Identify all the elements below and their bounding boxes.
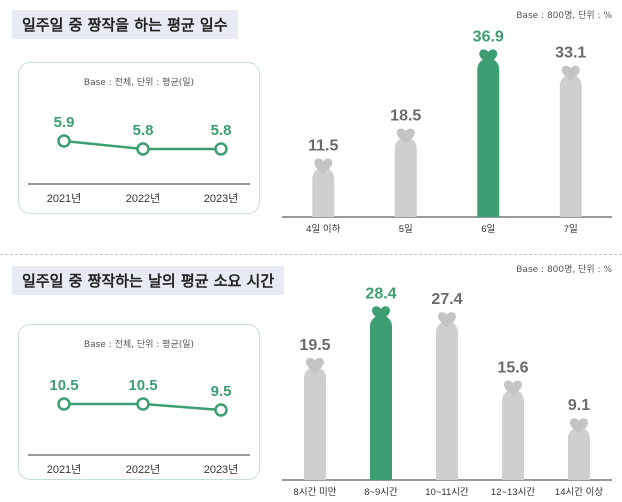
- s1-line-point-1: [57, 134, 71, 148]
- s2-line-x-tick-3: 2023년: [204, 463, 239, 476]
- s2-bar-heart-icon-5: [570, 418, 588, 434]
- section1-base-note: Base : 800명, 단위 : %: [516, 11, 612, 21]
- section1-title: 일주일 중 짱작을 하는 평균 일수: [12, 10, 238, 39]
- section2-title: 일주일 중 짱작하는 날의 평균 소요 시간: [12, 266, 285, 295]
- s2-bar-heart-icon-1: [306, 357, 324, 374]
- section-divider: [0, 254, 622, 255]
- s1-bar-heart-icon-4: [561, 65, 580, 81]
- s1-bar-x-tick-4: 7일: [564, 224, 578, 235]
- s2-line-point-2: [136, 397, 150, 411]
- s2-bar-bar-1: [304, 366, 326, 480]
- s1-line-x-tick-1: 2021년: [47, 192, 82, 205]
- s1-bar-value-label-2: 18.5: [390, 107, 421, 124]
- s2-bar-x-tick-3: 10~11시간: [425, 487, 469, 498]
- s2-bar-value-label-2: 28.4: [365, 285, 396, 302]
- s1-line-point-3: [214, 142, 228, 156]
- s2-bar-heart-icon-4: [504, 380, 522, 396]
- s1-line-x-tick-2: 2022년: [126, 192, 161, 205]
- s2-line-point-1: [57, 397, 71, 411]
- section1-line-chart: 5.9 2021년 5.8 2022년 5.8 2023년: [28, 114, 250, 205]
- s2-bar-heart-icon-3: [438, 312, 456, 328]
- s1-bar-value-label-3: 36.9: [473, 28, 504, 45]
- s1-bar-heart-icon-3: [479, 49, 498, 65]
- s1-line-value-label-1: 5.9: [54, 114, 75, 131]
- s2-line-x-tick-2: 2022년: [126, 463, 161, 476]
- section2-inset-base-note: Base : 전체, 단위 : 평균(일): [83, 340, 195, 350]
- s1-bar-bar-3: [477, 58, 500, 218]
- s1-bar-heart-icon-2: [396, 128, 415, 144]
- s2-bar-value-label-4: 15.6: [497, 360, 528, 377]
- s1-bar-value-label-1: 11.5: [308, 138, 338, 155]
- s1-bar-x-tick-3: 6일: [481, 224, 495, 235]
- s2-bar-bar-4: [502, 389, 524, 480]
- s2-bar-heart-icon-2: [372, 306, 390, 322]
- s2-bar-x-tick-1: 8시간 미만: [294, 487, 337, 498]
- s2-bar-value-label-3: 27.4: [431, 291, 462, 308]
- section2-bar-chart: 19.5 8시간 미만 28.4 8~9시간 27.4 10~11시간 15.6 12~13시…: [282, 285, 612, 498]
- s2-bar-x-tick-2: 8~9시간: [364, 487, 398, 498]
- s2-line-point-3: [214, 403, 228, 417]
- s1-bar-x-tick-2: 5일: [399, 224, 413, 235]
- s2-bar-bar-3: [436, 321, 458, 480]
- s1-bar-bar-1: [312, 167, 335, 217]
- s1-line-x-tick-3: 2023년: [204, 192, 239, 205]
- s2-bar-value-label-5: 9.1: [568, 397, 590, 414]
- s2-line-value-label-1: 10.5: [49, 377, 78, 394]
- s1-bar-heart-icon-1: [314, 158, 333, 174]
- s1-bar-bar-2: [394, 137, 417, 217]
- s1-bar-bar-4: [559, 74, 582, 217]
- s1-bar-value-label-4: 33.1: [555, 45, 586, 62]
- s2-line-value-label-3: 9.5: [211, 383, 232, 400]
- s2-line-value-label-2: 10.5: [128, 377, 157, 394]
- s2-bar-x-tick-4: 12~13시간: [491, 487, 535, 498]
- section1-bar-chart: 11.5 4일 이하 18.5 5일 36.9 6일 33.1 7일: [282, 28, 612, 235]
- s2-line-x-tick-1: 2021년: [47, 463, 82, 476]
- s1-line-value-label-3: 5.8: [211, 122, 232, 139]
- s1-line-point-2: [136, 142, 150, 156]
- section2-line-chart: 10.5 2021년 10.5 2022년 9.5 2023년: [28, 377, 250, 476]
- section1-inset-base-note: Base : 전체, 단위 : 평균(일): [83, 78, 195, 88]
- s1-line-value-label-2: 5.8: [133, 122, 154, 139]
- s1-bar-x-tick-1: 4일 이하: [306, 223, 340, 235]
- s2-bar-bar-2: [370, 315, 392, 480]
- s2-bar-value-label-1: 19.5: [299, 337, 330, 354]
- s2-bar-x-tick-5: 14시간 이상: [555, 487, 603, 498]
- s2-bar-bar-5: [568, 427, 590, 480]
- section2-base-note: Base : 800명, 단위 : %: [516, 265, 612, 275]
